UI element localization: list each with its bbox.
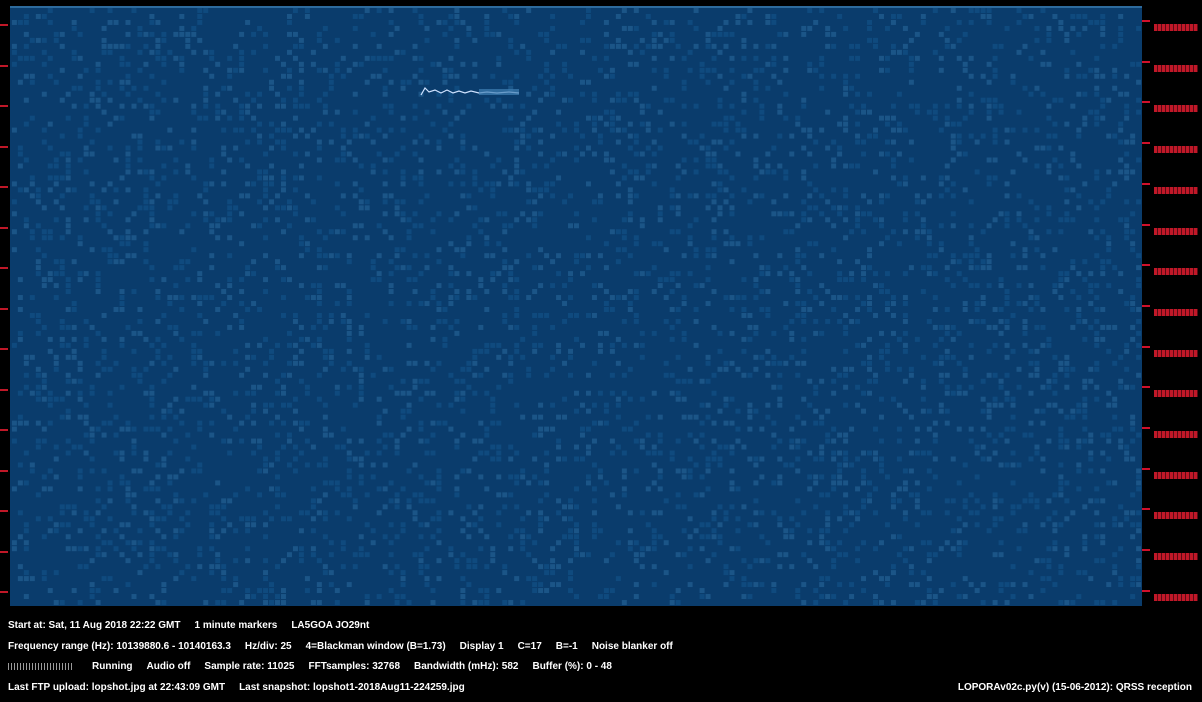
sample-rate-text: Sample rate: 11025 (204, 661, 295, 672)
station-text: LA5GOA JO29nt (291, 620, 370, 631)
frequency-label-bar (1154, 349, 1198, 357)
window-text: 4=Blackman window (B=1.73) (305, 641, 446, 652)
time-tick (0, 24, 8, 26)
time-tick (0, 307, 8, 310)
frequency-tick (1142, 223, 1150, 226)
noise-blanker-text: Noise blanker off (591, 641, 673, 652)
frequency-label-bar (1154, 593, 1198, 601)
frequency-tick (1142, 182, 1150, 185)
status-line-upload: Last FTP upload: lopshot.jpg at 22:43:09… (8, 682, 479, 694)
frequency-label-bar (1154, 390, 1198, 398)
status-line-start: Start at: Sat, 11 Aug 2018 22:22 GMT 1 mi… (8, 620, 383, 632)
frequency-tick (1142, 345, 1150, 348)
noise-pattern (11, 8, 1142, 606)
bandwidth-text: Bandwidth (mHz): 582 (414, 661, 519, 672)
spectrogram-waterfall (10, 6, 1142, 606)
frequency-label-bar (1154, 64, 1198, 72)
left-time-scale (0, 6, 10, 606)
status-line-frequency: Frequency range (Hz): 10139880.6 - 10140… (8, 641, 687, 653)
frequency-tick (1142, 264, 1150, 267)
frequency-label-bar (1154, 431, 1198, 438)
status-line-running: Running Audio off Sample rate: 11025 FFTsam… (8, 661, 626, 673)
brightness-text: B=-1 (555, 641, 578, 652)
frequency-scale (1142, 6, 1202, 616)
hz-per-div-text: Hz/div: 25 (244, 641, 292, 652)
time-tick (0, 226, 8, 229)
frequency-tick (1142, 386, 1150, 389)
frequency-tick (1142, 60, 1150, 63)
snapshot-text: Last snapshot: lopshot1-2018Aug11-224259… (239, 682, 465, 693)
frequency-tick (1142, 589, 1150, 592)
frequency-label-bar (1154, 105, 1198, 113)
frequency-label-bar (1154, 471, 1198, 479)
ftp-upload-text: Last FTP upload: lopshot.jpg at 22:43:09… (8, 682, 226, 693)
program-credit: LOPORAv02c.py(v) (15-06-2012): QRSS rece… (957, 682, 1192, 693)
time-tick (0, 388, 8, 391)
frequency-tick (1142, 304, 1150, 307)
time-tick (0, 145, 8, 148)
time-tick (0, 64, 8, 67)
buffer-text: Buffer (%): 0 - 48 (532, 661, 612, 672)
frequency-label-bar (1154, 512, 1198, 520)
fft-samples-text: FFTsamples: 32768 (308, 661, 401, 672)
frequency-label-bar (1154, 268, 1198, 276)
frequency-range-text: Frequency range (Hz): 10139880.6 - 10140… (8, 641, 231, 652)
time-tick (0, 348, 8, 350)
time-tick (0, 550, 8, 553)
frequency-label-bar (1154, 146, 1198, 154)
progress-indicator (8, 662, 72, 670)
frequency-tick (1142, 549, 1150, 552)
frequency-label-bar (1154, 227, 1198, 235)
running-text: Running (92, 661, 133, 672)
frequency-tick (1142, 427, 1150, 429)
time-tick (0, 510, 8, 512)
frequency-label-bar (1154, 186, 1198, 194)
frequency-tick (1142, 508, 1150, 511)
time-tick (0, 105, 8, 107)
frequency-label-bar (1154, 24, 1198, 31)
display-text: Display 1 (459, 641, 504, 652)
frequency-label-bar (1154, 308, 1198, 316)
frequency-tick (1142, 467, 1150, 470)
frequency-tick (1142, 20, 1150, 22)
audio-text: Audio off (146, 661, 191, 672)
frequency-label-bar (1154, 553, 1198, 561)
time-tick (0, 469, 8, 472)
frequency-tick (1142, 101, 1150, 104)
frequency-tick (1142, 142, 1150, 145)
time-tick (0, 267, 8, 269)
time-tick (0, 186, 8, 188)
markers-text: 1 minute markers (194, 620, 278, 631)
contrast-text: C=17 (517, 641, 542, 652)
time-tick (0, 429, 8, 431)
start-time-text: Start at: Sat, 11 Aug 2018 22:22 GMT (8, 620, 181, 631)
time-tick (0, 591, 8, 593)
signal-trace (420, 87, 520, 96)
